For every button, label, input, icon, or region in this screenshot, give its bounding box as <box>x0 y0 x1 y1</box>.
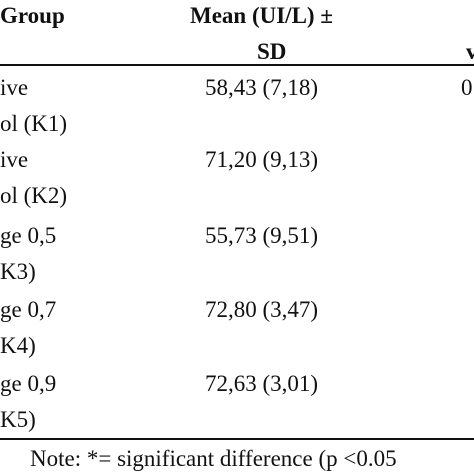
header-third-col: v <box>466 39 474 64</box>
row-mean: 58,43 (7,18) <box>205 75 319 100</box>
row-group-line2: ol (K1) <box>0 111 68 136</box>
row-third: 0 <box>461 75 473 100</box>
row-mean: 72,63 (3,01) <box>205 371 319 396</box>
row-group-line2: K5) <box>0 407 36 432</box>
row-mean: 71,20 (9,13) <box>205 147 319 172</box>
header-mean-line1: Mean (UI/L) ± <box>190 3 333 28</box>
row-group-line2: K4) <box>0 333 36 358</box>
table-note: Note: *= significant difference (p <0.05 <box>30 446 397 471</box>
row-group-line2: K3) <box>0 259 36 284</box>
row-group-line1: ge 0,9 <box>0 371 57 396</box>
row-mean: 72,80 (3,47) <box>205 297 319 322</box>
row-mean: 55,73 (9,51) <box>205 223 319 248</box>
header-rule <box>0 64 474 66</box>
row-group-line1: ive <box>0 147 29 172</box>
header-group: Group <box>0 3 65 28</box>
bottom-rule <box>0 438 474 440</box>
row-group-line2: ol (K2) <box>0 183 68 208</box>
row-group-line1: ge 0,7 <box>0 297 57 322</box>
header-mean-line2: SD <box>257 39 287 64</box>
row-group-line1: ge 0,5 <box>0 223 57 248</box>
row-group-line1: ive <box>0 75 29 100</box>
